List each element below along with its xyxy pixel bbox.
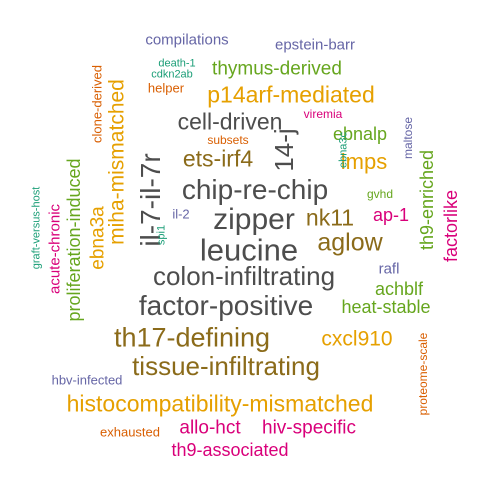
word-subsets: subsets [207,133,249,147]
word-th9-associated: th9-associated [171,440,289,460]
word-histocompatibility-mismatched: histocompatibility-mismatched [66,390,374,417]
word-14-j: 14-j [269,128,299,172]
word-th17-defining: th17-defining [113,322,271,353]
word-thymus-derived: thymus-derived [212,58,342,80]
word-th9-enriched: th9-enriched [417,149,437,251]
word-chip-re-chip: chip-re-chip [181,174,329,205]
word-viremia: viremia [303,107,343,121]
word-ets-irf4: ets-irf4 [182,145,254,172]
word-gvhd: gvhd [366,187,394,201]
word-zipper: zipper [213,203,295,236]
word-colon-infiltrating: colon-infiltrating [152,261,336,291]
word-ebna3a: ebna3a [87,206,109,270]
word-spi1: spi1 [155,224,168,246]
word-clone-derived: clone-derived [89,64,105,144]
word-maltose: maltose [401,116,415,160]
word-acute-chronic: acute-chronic [46,203,64,295]
word-tissue-infiltrating: tissue-infiltrating [132,351,320,381]
word-heat-stable: heat-stable [341,297,431,317]
word-miha-mismatched: miha-mismatched [105,79,129,245]
word-lmps: lmps [340,149,388,174]
word-compilations: compilations [145,31,229,49]
word-il-2: il-2 [172,206,190,222]
word-hiv-specific: hiv-specific [262,417,356,439]
word-allo-hct: allo-hct [179,417,241,439]
word-rafl: rafl [378,260,400,278]
word-achblf: achblf [374,279,424,299]
word-exhausted: exhausted [100,424,160,440]
word-cell-driven: cell-driven [177,108,283,135]
word-factor-positive: factor-positive [138,290,314,321]
word-proliferation-induced: proliferation-induced [64,158,84,322]
word-factorlike: factorlike [441,189,461,263]
word-helper: helper [147,80,185,96]
word-cdkn2ab: cdkn2ab [151,68,193,81]
word-ebna3c: ebna3c [337,131,350,169]
word-epstein-barr: epstein-barr [274,36,356,54]
word-ebnalp: ebnalp [332,124,388,144]
word-ap-1: ap-1 [372,205,410,225]
word-leucine: leucine [199,232,299,268]
word-cxcl910: cxcl910 [321,327,393,351]
word-aglow: aglow [317,228,383,257]
word-graft-versus-host: graft-versus-host [30,186,43,270]
word-p14arf-mediated: p14arf-mediated [207,81,375,108]
word-nk11: nk11 [305,204,355,231]
word-hbv-infected: hbv-infected [51,372,123,388]
word-death-1: death-1 [158,57,196,70]
word-proteome-scale: proteome-scale [416,332,430,416]
